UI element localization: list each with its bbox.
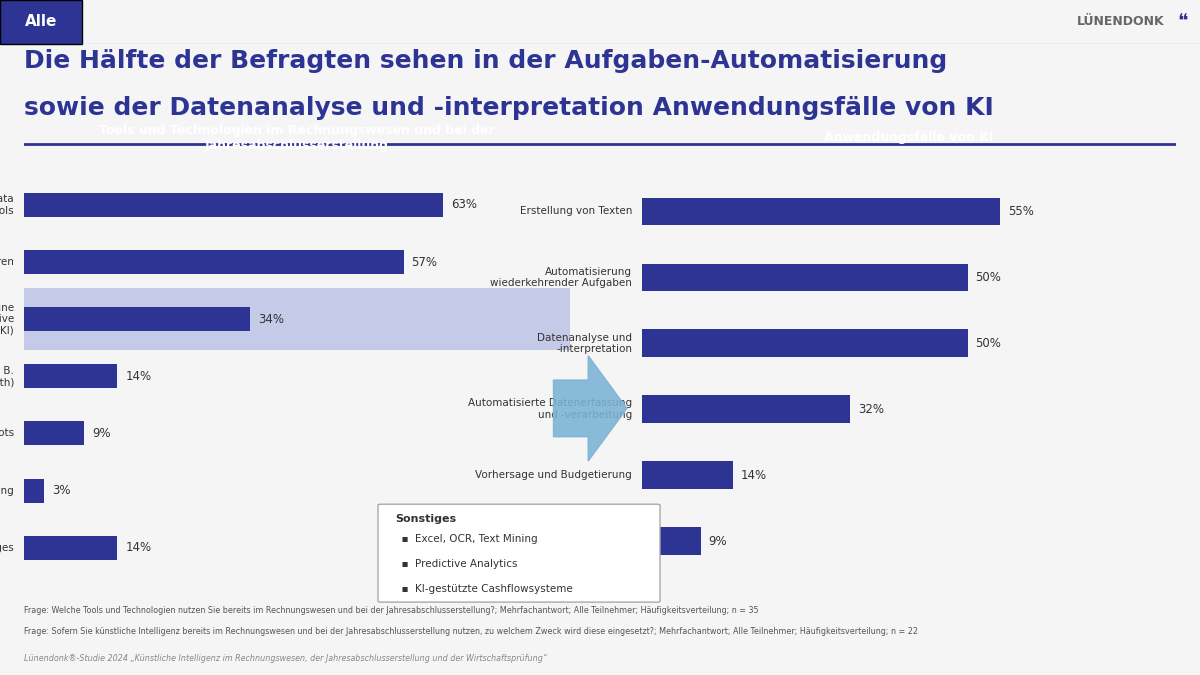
Text: 34%: 34% <box>258 313 284 325</box>
Text: Alle: Alle <box>25 14 56 30</box>
Text: 14%: 14% <box>740 468 767 482</box>
Text: 63%: 63% <box>451 198 478 211</box>
Text: LÜNENDONK: LÜNENDONK <box>1076 16 1164 28</box>
Text: 50%: 50% <box>976 337 1001 350</box>
Text: Sonstiges: Sonstiges <box>0 543 14 553</box>
Bar <box>24 250 403 274</box>
Bar <box>24 193 444 217</box>
Text: 14%: 14% <box>125 541 151 554</box>
FancyArrow shape <box>553 356 626 461</box>
Bar <box>24 307 251 331</box>
Bar <box>24 364 118 388</box>
FancyBboxPatch shape <box>0 0 82 44</box>
Text: Vorhersage und Budgetierung: Vorhersage und Budgetierung <box>475 470 632 480</box>
Text: 55%: 55% <box>1008 205 1034 218</box>
Bar <box>642 198 1000 225</box>
Text: Chatbots: Chatbots <box>0 429 14 439</box>
Text: 32%: 32% <box>858 403 884 416</box>
Text: Robotic Process Automation (z. B.
UiPath): Robotic Process Automation (z. B. UiPath… <box>0 366 14 387</box>
Text: Die Hälfte der Befragten sehen in der Aufgaben-Automatisierung: Die Hälfte der Befragten sehen in der Au… <box>24 49 947 73</box>
Text: 9%: 9% <box>92 427 110 440</box>
Bar <box>0 288 790 350</box>
Text: Tools und Technologien im Rechnungswesen und bei der
Jahresabschlusserstellung: Tools und Technologien im Rechnungswesen… <box>100 124 494 152</box>
Text: Automatisierung
wiederkehrender Aufgaben: Automatisierung wiederkehrender Aufgaben <box>491 267 632 288</box>
Text: Frage: Welche Tools und Technologien nutzen Sie bereits im Rechnungswesen und be: Frage: Welche Tools und Technologien nut… <box>24 606 758 616</box>
Bar <box>642 462 733 489</box>
Text: 57%: 57% <box>412 256 438 269</box>
Text: ▪  KI-gestützte Cashflowsysteme: ▪ KI-gestützte Cashflowsysteme <box>395 585 572 595</box>
Text: Erkennung von Anomalien: Erkennung von Anomalien <box>494 536 632 546</box>
Bar <box>24 479 44 503</box>
Text: Anwendungsfälle von KI: Anwendungsfälle von KI <box>824 131 994 144</box>
Text: Business-Intelligence-Software / Data
Analytics Tools: Business-Intelligence-Software / Data An… <box>0 194 14 216</box>
Text: Automatisierte Datenerfassung
und -verarbeitung: Automatisierte Datenerfassung und -verar… <box>468 398 632 420</box>
Text: ▪  Predictive Analytics: ▪ Predictive Analytics <box>395 559 517 569</box>
Bar <box>24 536 118 560</box>
Text: sowie der Datenanalyse und -interpretation Anwendungsfälle von KI: sowie der Datenanalyse und -interpretati… <box>24 96 994 120</box>
Text: 50%: 50% <box>976 271 1001 284</box>
Text: Digitale Signaturen: Digitale Signaturen <box>0 257 14 267</box>
Bar <box>642 527 701 555</box>
Text: Sonstiges: Sonstiges <box>395 514 456 524</box>
Bar <box>642 263 967 291</box>
Text: 3%: 3% <box>52 484 71 497</box>
Text: ▪  Excel, OCR, Text Mining: ▪ Excel, OCR, Text Mining <box>395 533 538 543</box>
Text: 14%: 14% <box>125 370 151 383</box>
Bar <box>642 329 967 357</box>
Bar <box>642 396 851 423</box>
Text: Datenanalyse und
-interpretation: Datenanalyse und -interpretation <box>538 333 632 354</box>
Bar <box>24 421 84 446</box>
Text: Künstliche Intelligenz (z. B. Machine
Learning, Deep Learning, generative
KI): Künstliche Intelligenz (z. B. Machine Le… <box>0 302 14 335</box>
Text: Frage: Sofern Sie künstliche Intelligenz bereits im Rechnungswesen und bei der J: Frage: Sofern Sie künstliche Intelligenz… <box>24 627 918 636</box>
Text: 9%: 9% <box>708 535 727 547</box>
Text: Lünendonk®-Studie 2024 „Künstliche Intelligenz im Rechnungswesen, der Jahresabsc: Lünendonk®-Studie 2024 „Künstliche Intel… <box>24 654 547 663</box>
Text: Process Mining: Process Mining <box>0 485 14 495</box>
Text: Erstellung von Texten: Erstellung von Texten <box>520 207 632 217</box>
FancyBboxPatch shape <box>378 504 660 602</box>
Text: ❝: ❝ <box>1177 12 1188 32</box>
